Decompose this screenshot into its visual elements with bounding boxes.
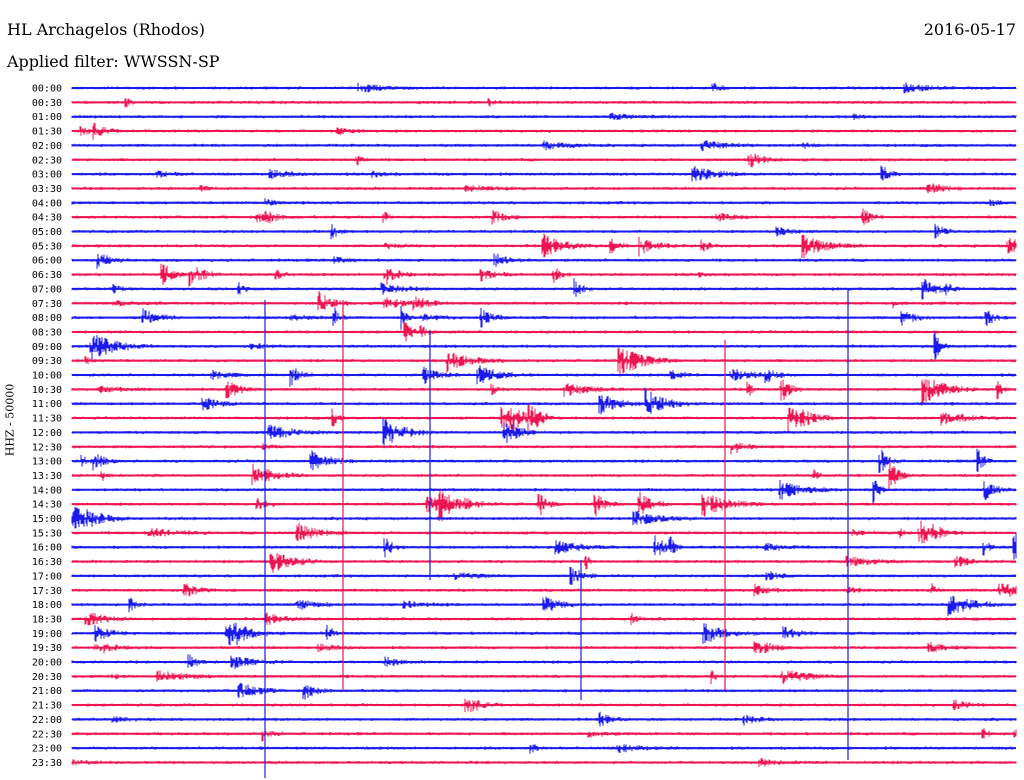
row-time-label: 13:00 — [32, 457, 62, 468]
row-time-label: 19:00 — [32, 629, 62, 640]
trace-row — [71, 387, 1017, 415]
row-time-label: 09:30 — [32, 356, 62, 367]
row-time-label: 01:00 — [32, 112, 62, 123]
row-time-label: 05:30 — [32, 241, 62, 252]
row-time-label: 18:30 — [32, 614, 62, 625]
row-time-label: 11:30 — [32, 414, 62, 425]
row-time-label: 15:30 — [32, 528, 62, 539]
row-time-label: 00:30 — [32, 98, 62, 109]
filter-label: Applied filter: WWSSN-SP — [7, 52, 220, 71]
record-date: 2016-05-17 — [923, 20, 1016, 39]
row-time-label: 23:30 — [32, 758, 62, 769]
row-time-label: 20:00 — [32, 658, 62, 669]
row-time-label: 22:00 — [32, 715, 62, 726]
row-time-label: 15:00 — [32, 514, 62, 525]
row-time-label: 04:30 — [32, 213, 62, 224]
row-time-label: 07:30 — [32, 299, 62, 310]
row-time-label: 13:30 — [32, 471, 62, 482]
row-time-label: 23:00 — [32, 744, 62, 755]
row-time-label: 05:00 — [32, 227, 62, 238]
row-time-label: 12:00 — [32, 428, 62, 439]
trace-row — [71, 480, 1017, 504]
row-time-label: 03:30 — [32, 184, 62, 195]
trace-row — [71, 595, 1017, 617]
row-time-label: 19:30 — [32, 643, 62, 654]
trace-row — [71, 291, 1017, 311]
row-time-label: 21:00 — [32, 686, 62, 697]
row-time-label: 10:00 — [32, 371, 62, 382]
row-time-label: 18:00 — [32, 600, 62, 611]
trace-row — [71, 442, 1017, 455]
row-time-label: 01:30 — [32, 127, 62, 138]
row-time-label: 06:30 — [32, 270, 62, 281]
row-time-label: 04:00 — [32, 198, 62, 209]
row-time-label: 03:00 — [32, 170, 62, 181]
row-time-label: 17:00 — [32, 571, 62, 582]
row-time-label: 21:30 — [32, 701, 62, 712]
row-time-label: 16:00 — [32, 543, 62, 554]
row-time-label: 10:30 — [32, 385, 62, 396]
row-time-label: 09:00 — [32, 342, 62, 353]
row-time-label: 06:00 — [32, 256, 62, 267]
row-time-label: 17:30 — [32, 586, 62, 597]
row-time-label: 12:30 — [32, 442, 62, 453]
row-time-label: 00:00 — [32, 84, 62, 95]
row-time-label: 11:00 — [32, 399, 62, 410]
station-name: HL Archagelos (Rhodos) — [7, 20, 205, 39]
row-time-label: 02:00 — [32, 141, 62, 152]
row-time-label: 20:30 — [32, 672, 62, 683]
row-time-label: 07:00 — [32, 284, 62, 295]
row-time-label: 08:00 — [32, 313, 62, 324]
row-time-label: 02:30 — [32, 155, 62, 166]
row-time-label: 14:00 — [32, 485, 62, 496]
row-time-label: 22:30 — [32, 729, 62, 740]
row-time-label: 14:30 — [32, 500, 62, 511]
trace-row — [71, 553, 1017, 573]
row-time-label: 08:30 — [32, 327, 62, 338]
row-time-label: 16:30 — [32, 557, 62, 568]
